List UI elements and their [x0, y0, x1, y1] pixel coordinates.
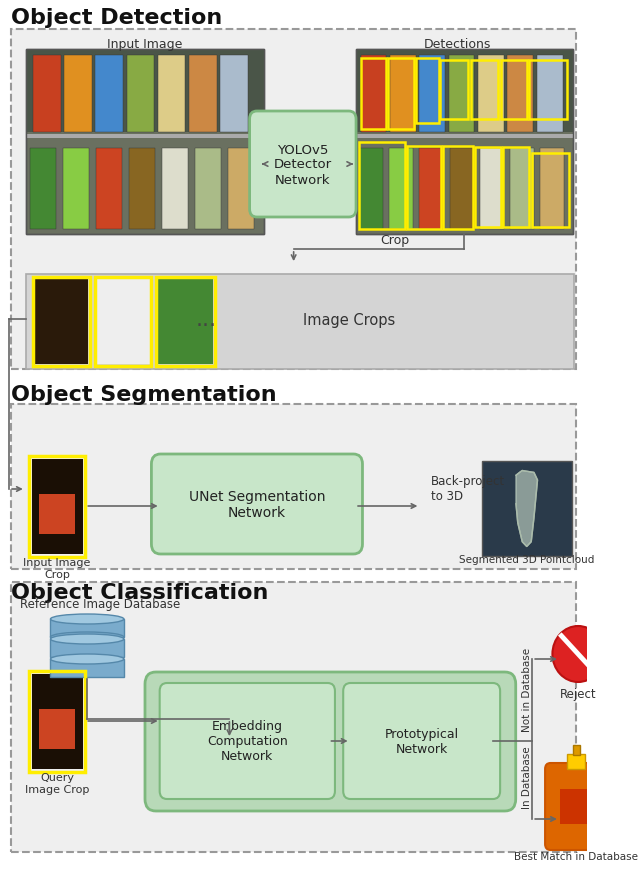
Ellipse shape [51, 654, 124, 664]
FancyBboxPatch shape [32, 460, 83, 554]
FancyBboxPatch shape [97, 280, 150, 365]
FancyBboxPatch shape [26, 135, 264, 139]
FancyBboxPatch shape [573, 745, 580, 755]
Ellipse shape [51, 634, 124, 645]
FancyBboxPatch shape [537, 55, 563, 133]
Text: Best Match in Database: Best Match in Database [515, 851, 638, 861]
FancyBboxPatch shape [26, 275, 575, 369]
FancyBboxPatch shape [97, 148, 122, 230]
Text: Not in Database: Not in Database [522, 647, 532, 731]
FancyBboxPatch shape [360, 55, 387, 133]
FancyBboxPatch shape [158, 55, 186, 133]
FancyBboxPatch shape [33, 55, 61, 133]
FancyBboxPatch shape [129, 148, 155, 230]
FancyBboxPatch shape [51, 619, 124, 638]
FancyBboxPatch shape [356, 50, 573, 133]
FancyBboxPatch shape [163, 148, 188, 230]
FancyBboxPatch shape [356, 135, 573, 139]
FancyBboxPatch shape [51, 660, 124, 677]
Text: Object Classification: Object Classification [11, 582, 268, 602]
FancyBboxPatch shape [32, 674, 83, 769]
FancyBboxPatch shape [480, 148, 504, 230]
FancyBboxPatch shape [195, 148, 221, 230]
FancyBboxPatch shape [40, 709, 76, 749]
Text: Back-project
to 3D: Back-project to 3D [431, 474, 506, 503]
FancyBboxPatch shape [11, 582, 576, 852]
Text: YOLOv5
Detector
Network: YOLOv5 Detector Network [274, 143, 332, 186]
FancyBboxPatch shape [390, 55, 416, 133]
Ellipse shape [51, 632, 124, 642]
Polygon shape [516, 471, 538, 547]
Text: Object Segmentation: Object Segmentation [11, 384, 276, 404]
FancyBboxPatch shape [250, 112, 356, 217]
FancyBboxPatch shape [220, 55, 248, 133]
FancyBboxPatch shape [63, 148, 89, 230]
FancyBboxPatch shape [152, 454, 362, 554]
FancyBboxPatch shape [35, 280, 88, 365]
Text: Reference Image Database: Reference Image Database [20, 597, 180, 610]
FancyBboxPatch shape [482, 461, 572, 556]
Ellipse shape [51, 614, 124, 624]
Text: Image Crops: Image Crops [303, 312, 395, 327]
FancyBboxPatch shape [560, 789, 593, 824]
FancyBboxPatch shape [510, 148, 534, 230]
FancyBboxPatch shape [567, 754, 586, 769]
FancyBboxPatch shape [26, 50, 264, 235]
Text: Prototypical
Network: Prototypical Network [385, 727, 459, 755]
FancyBboxPatch shape [508, 55, 533, 133]
FancyBboxPatch shape [541, 148, 564, 230]
FancyBboxPatch shape [159, 683, 335, 799]
FancyBboxPatch shape [389, 148, 413, 230]
FancyBboxPatch shape [419, 55, 445, 133]
FancyBboxPatch shape [228, 148, 254, 230]
FancyBboxPatch shape [95, 55, 123, 133]
FancyBboxPatch shape [158, 280, 213, 365]
FancyBboxPatch shape [11, 404, 576, 569]
FancyBboxPatch shape [419, 148, 444, 230]
FancyBboxPatch shape [26, 50, 264, 133]
FancyBboxPatch shape [145, 673, 516, 811]
Circle shape [552, 626, 604, 682]
FancyBboxPatch shape [189, 55, 216, 133]
FancyBboxPatch shape [11, 30, 576, 369]
FancyBboxPatch shape [51, 639, 124, 657]
Text: UNet Segmentation
Network: UNet Segmentation Network [189, 489, 325, 519]
Text: Input Image
Crop: Input Image Crop [23, 558, 91, 579]
Text: In Database: In Database [522, 745, 532, 809]
Text: Embedding
Computation
Network: Embedding Computation Network [207, 720, 288, 763]
Text: Object Detection: Object Detection [11, 8, 222, 28]
FancyBboxPatch shape [30, 148, 56, 230]
Text: Input Image: Input Image [108, 38, 182, 51]
FancyBboxPatch shape [40, 495, 76, 534]
FancyBboxPatch shape [359, 148, 383, 230]
FancyBboxPatch shape [450, 148, 474, 230]
FancyBboxPatch shape [545, 763, 607, 850]
Text: Crop: Crop [380, 234, 409, 246]
FancyBboxPatch shape [356, 50, 573, 235]
FancyBboxPatch shape [64, 55, 92, 133]
Text: Query
Image Crop: Query Image Crop [25, 772, 89, 794]
FancyBboxPatch shape [449, 55, 474, 133]
Text: Segmented 3D Pointcloud: Segmented 3D Pointcloud [459, 554, 595, 565]
Text: ...: ... [196, 310, 217, 330]
FancyBboxPatch shape [343, 683, 500, 799]
Text: Detections: Detections [423, 38, 491, 51]
FancyBboxPatch shape [127, 55, 154, 133]
Text: Reject: Reject [560, 688, 596, 700]
FancyBboxPatch shape [478, 55, 504, 133]
